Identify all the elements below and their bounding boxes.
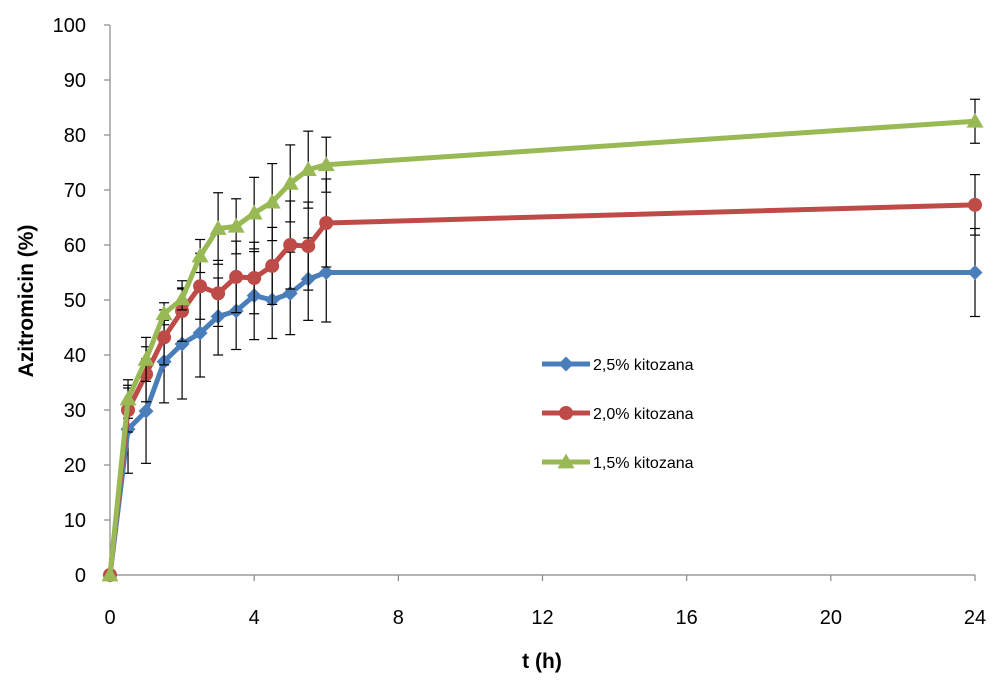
data-point <box>119 390 137 406</box>
y-tick-label: 40 <box>64 345 86 367</box>
y-tick-label: 60 <box>64 235 86 257</box>
legend-marker <box>558 356 574 372</box>
data-point <box>174 336 190 352</box>
data-point <box>192 325 208 341</box>
data-point <box>318 265 334 280</box>
x-tick-label: 4 <box>249 607 260 629</box>
series-3 <box>101 98 984 582</box>
data-point <box>247 271 262 285</box>
legend-label: 1,5% kitozana <box>593 455 694 472</box>
series-2 <box>103 174 982 582</box>
series-line <box>107 202 976 576</box>
x-tick-label: 16 <box>676 607 698 629</box>
data-point <box>967 265 983 280</box>
x-tick-label: 12 <box>531 607 553 629</box>
data-point <box>209 220 227 235</box>
y-tick-label: 0 <box>75 565 86 587</box>
y-tick-label: 80 <box>64 125 86 147</box>
y-tick-label: 90 <box>64 70 86 92</box>
legend-item: 2,5% kitozana <box>542 356 694 374</box>
x-tick-label: 24 <box>964 607 986 629</box>
y-tick-label: 20 <box>64 455 86 477</box>
data-point <box>191 247 209 263</box>
legend-label: 2,5% kitozana <box>593 357 694 374</box>
data-point <box>263 193 281 209</box>
y-tick-label: 50 <box>64 290 86 312</box>
y-axis: 0 10 20 30 40 50 60 70 80 90 100 <box>53 15 111 587</box>
y-axis-title: Azitromicin (%) <box>15 225 38 378</box>
legend-item: 1,5% kitozana <box>542 453 694 472</box>
y-tick-label: 10 <box>64 510 86 532</box>
data-point <box>281 174 299 190</box>
data-point <box>175 304 190 318</box>
error-bars <box>123 98 980 419</box>
data-point <box>283 238 298 252</box>
series-line <box>107 270 975 576</box>
data-point <box>173 290 191 306</box>
data-point <box>317 156 335 172</box>
data-point <box>966 112 984 128</box>
y-tick-label: 70 <box>64 180 86 202</box>
legend-item: 2,0% kitozana <box>542 406 694 423</box>
data-point <box>265 258 280 273</box>
x-tick-label: 0 <box>104 607 115 629</box>
error-bars <box>123 222 980 474</box>
x-axis-title: t (h) <box>522 650 562 673</box>
legend: 2,5% kitozana 2,0% kitozana 1,5% kitozana <box>542 356 694 472</box>
data-point <box>211 286 226 301</box>
data-point <box>101 566 119 582</box>
legend-marker <box>559 406 573 420</box>
data-point <box>155 305 173 321</box>
data-point <box>301 239 316 254</box>
data-point <box>229 269 244 284</box>
y-tick-label: 30 <box>64 400 86 422</box>
x-tick-label: 8 <box>393 607 404 629</box>
series-line <box>107 118 976 576</box>
series-layer <box>101 98 984 583</box>
data-point <box>193 279 208 294</box>
y-tick-label: 100 <box>53 15 86 37</box>
data-point <box>299 161 317 177</box>
legend-marker <box>557 453 575 469</box>
data-point <box>227 217 245 233</box>
data-point <box>157 330 172 345</box>
legend-label: 2,0% kitozana <box>593 406 694 423</box>
data-point <box>968 197 982 212</box>
x-tick-label: 20 <box>820 607 842 629</box>
data-point <box>138 403 154 419</box>
x-axis: 0 4 8 12 16 20 24 <box>104 574 986 629</box>
data-point <box>137 350 155 366</box>
data-point <box>319 216 334 230</box>
data-point <box>282 285 298 301</box>
data-point <box>245 204 263 220</box>
